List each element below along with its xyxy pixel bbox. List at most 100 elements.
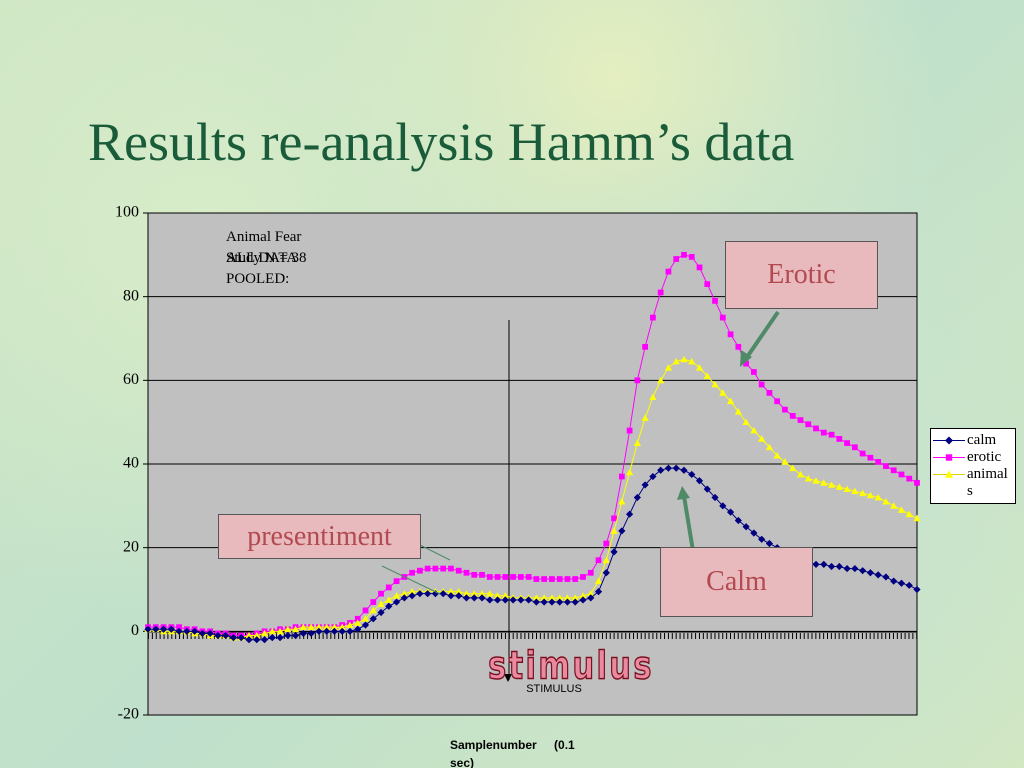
point	[603, 540, 610, 547]
point	[563, 594, 572, 601]
point	[448, 565, 454, 572]
point	[462, 590, 471, 597]
point	[447, 587, 455, 595]
point	[758, 381, 765, 388]
point	[766, 390, 773, 396]
legend-label: animals	[967, 466, 1008, 499]
point	[734, 408, 742, 415]
point	[299, 629, 307, 638]
point	[882, 573, 890, 581]
point	[649, 393, 657, 400]
point	[532, 598, 540, 606]
y-tick-label: 20	[123, 538, 139, 555]
legend: calm erotic animals	[930, 428, 1016, 504]
point	[813, 425, 819, 432]
point	[253, 636, 261, 644]
point	[385, 602, 393, 610]
point	[385, 596, 393, 603]
point	[743, 360, 749, 367]
point	[152, 625, 160, 633]
point	[805, 421, 812, 428]
point	[299, 623, 307, 631]
y-tick-label: -20	[118, 706, 139, 723]
point	[330, 627, 339, 635]
point	[765, 539, 774, 548]
point	[703, 372, 711, 380]
callout-presentiment: presentiment	[218, 514, 421, 559]
point	[874, 571, 882, 579]
point	[633, 439, 641, 446]
point	[625, 510, 634, 518]
point	[532, 594, 540, 601]
point	[587, 594, 595, 602]
point	[510, 574, 516, 580]
point	[890, 467, 897, 474]
point	[883, 463, 889, 469]
y-tick-label: 0	[131, 622, 139, 639]
point	[797, 417, 804, 423]
point	[804, 475, 812, 482]
point	[354, 625, 362, 633]
point	[750, 369, 757, 375]
point	[493, 592, 502, 599]
point	[455, 592, 463, 600]
point	[369, 606, 377, 614]
point	[695, 364, 704, 371]
point	[796, 470, 805, 478]
point	[843, 564, 851, 573]
point	[696, 264, 703, 271]
point	[836, 436, 843, 442]
point	[268, 634, 276, 642]
y-tick-label: 60	[123, 371, 139, 388]
point	[704, 281, 711, 287]
legend-item: animals	[931, 466, 1015, 500]
stimulus-small-label: STIMULUS	[526, 683, 582, 695]
point	[657, 466, 665, 474]
point	[633, 493, 641, 502]
point	[580, 574, 586, 580]
point	[859, 489, 867, 497]
point	[183, 627, 191, 635]
legend-label: erotic	[967, 449, 1002, 465]
point	[486, 590, 494, 597]
point	[563, 598, 572, 606]
point	[346, 621, 354, 628]
callout-calm: Calm	[660, 547, 813, 617]
point	[392, 592, 401, 599]
point	[323, 623, 331, 631]
point	[462, 594, 471, 602]
legend-item: calm	[931, 432, 1015, 449]
point	[479, 571, 485, 578]
point	[284, 625, 292, 633]
point	[370, 599, 377, 605]
point	[478, 594, 486, 602]
point	[734, 516, 742, 525]
point	[914, 479, 920, 486]
point	[493, 596, 502, 604]
point	[533, 576, 540, 582]
point	[369, 615, 377, 623]
point	[688, 357, 696, 365]
point	[315, 623, 323, 631]
point	[618, 498, 626, 505]
point	[843, 485, 851, 492]
point	[556, 576, 563, 582]
point	[191, 627, 199, 635]
point	[431, 590, 440, 598]
point	[517, 596, 525, 604]
presentiment-arrow	[381, 565, 441, 595]
legend-marker	[945, 436, 953, 445]
point	[486, 574, 493, 580]
point	[471, 571, 478, 578]
point	[548, 594, 556, 601]
point	[556, 598, 564, 606]
y-tick-label: 100	[115, 204, 139, 221]
point	[284, 631, 292, 640]
point	[750, 426, 758, 434]
point	[867, 454, 874, 461]
point	[719, 389, 727, 396]
point	[206, 629, 214, 638]
point	[291, 631, 300, 640]
point	[750, 529, 758, 537]
point	[844, 440, 850, 446]
